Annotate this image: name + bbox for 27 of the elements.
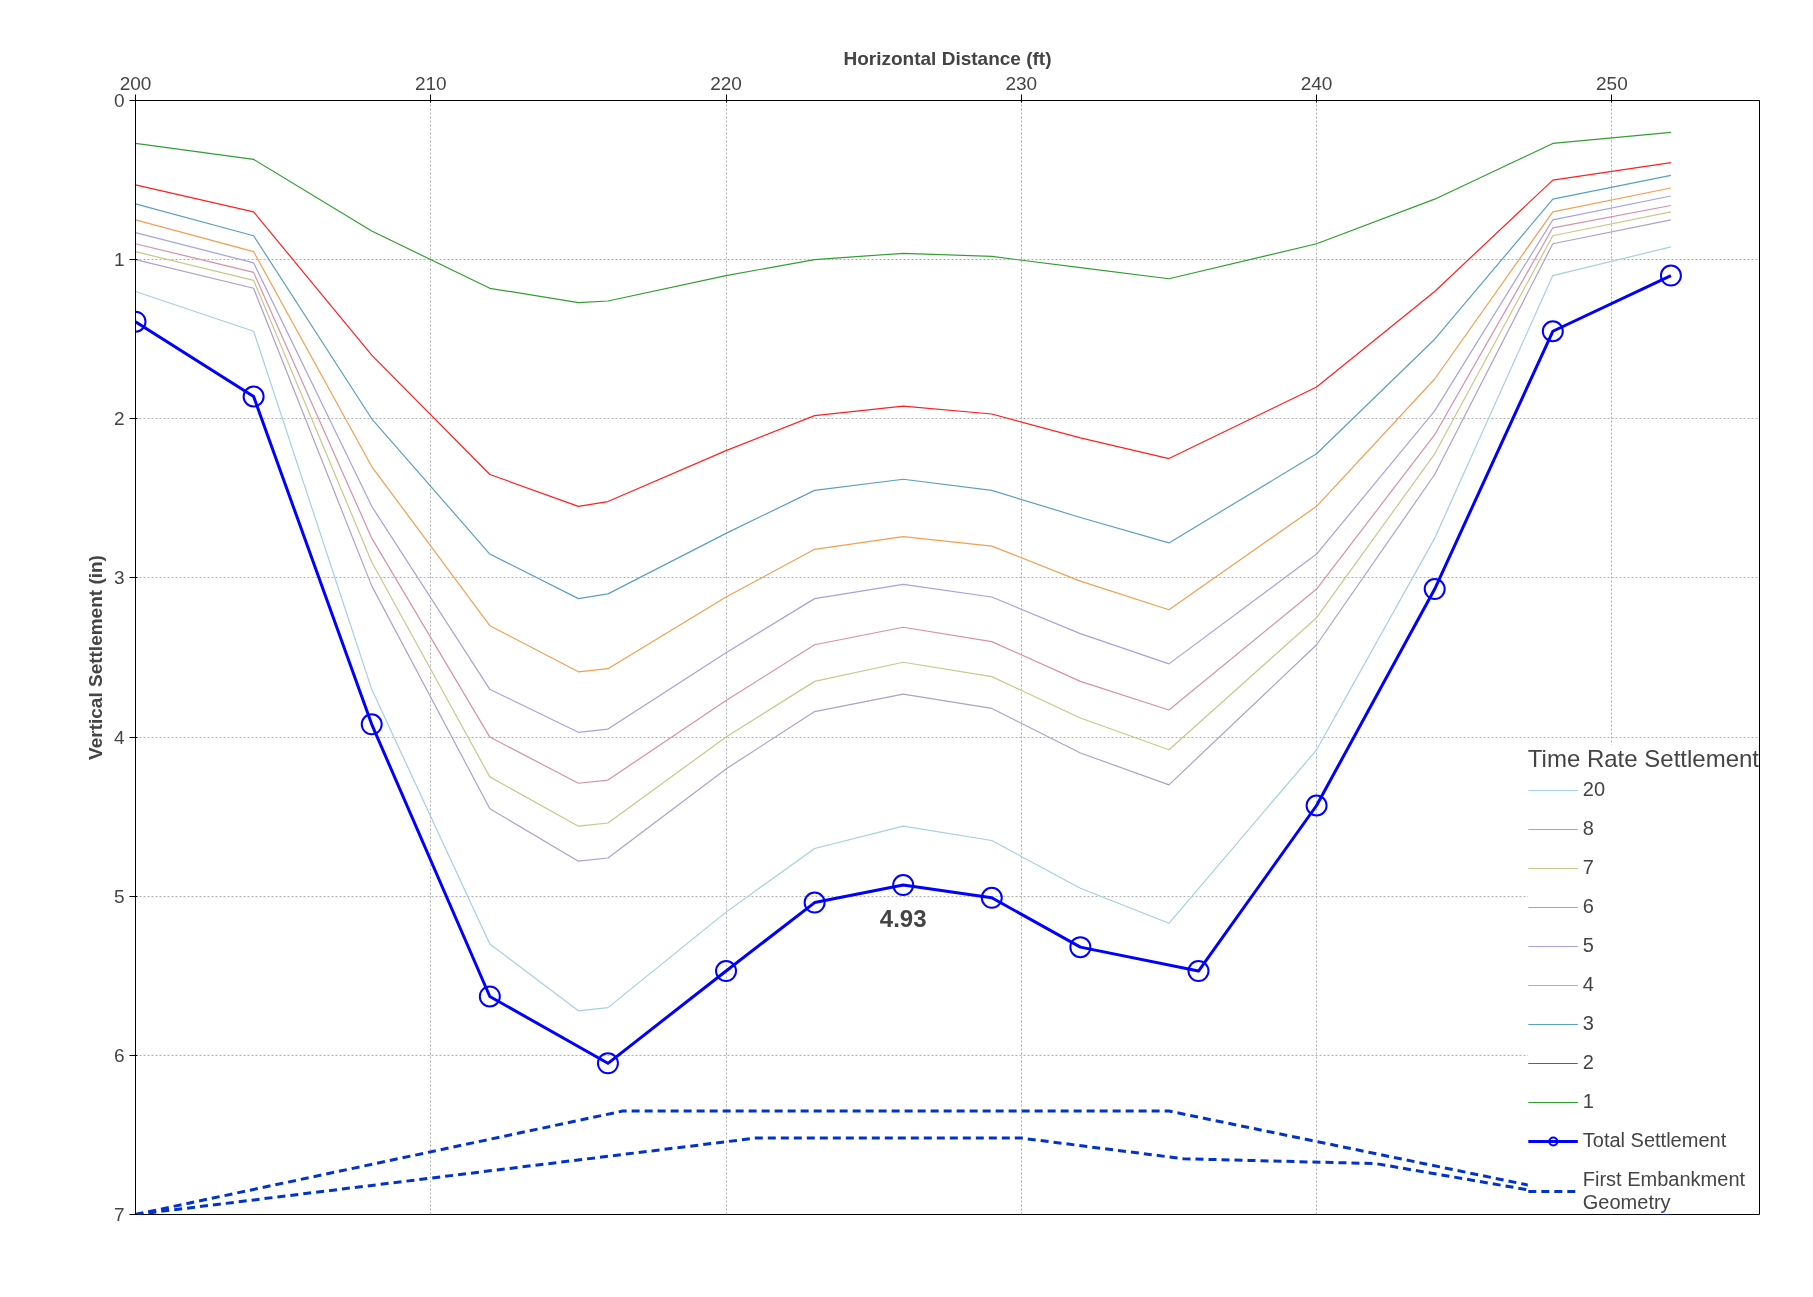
legend-label: 5	[1582, 934, 1595, 957]
legend-label: 1	[1582, 1090, 1595, 1113]
legend-label: 7	[1582, 856, 1595, 879]
legend-label: 6	[1582, 895, 1595, 918]
x-tick-label: 210	[414, 72, 447, 94]
x-tick-label: 220	[710, 72, 742, 94]
x-tick-label: 240	[1300, 72, 1333, 94]
annotation: 4.93	[879, 905, 927, 933]
legend-label: 3	[1582, 1012, 1595, 1035]
legend-label: 2	[1582, 1051, 1595, 1074]
y-tick-label: 5	[113, 885, 125, 907]
y-tick-label: 4	[113, 726, 125, 748]
x-axis-title: Horizontal Distance (ft)	[843, 47, 1052, 69]
x-tick-label: 230	[1005, 72, 1038, 94]
legend-label: 4	[1582, 973, 1595, 996]
y-tick-label: 7	[113, 1204, 125, 1225]
legend-label: 20	[1582, 778, 1606, 801]
y-tick-label: 3	[113, 567, 125, 589]
legend-label: First Embankment Geometry	[1582, 1168, 1746, 1214]
y-tick-label: 1	[113, 249, 125, 271]
legend-label: Total Settlement	[1582, 1129, 1727, 1152]
y-tick-label: 2	[113, 408, 125, 430]
x-tick-label: 250	[1596, 72, 1628, 94]
legend-label: 8	[1582, 817, 1595, 840]
y-tick-label: 6	[113, 1044, 125, 1066]
y-axis-title: Vertical Settlement (in)	[84, 555, 106, 760]
legend-title: Time Rate Settlement	[1527, 745, 1759, 773]
